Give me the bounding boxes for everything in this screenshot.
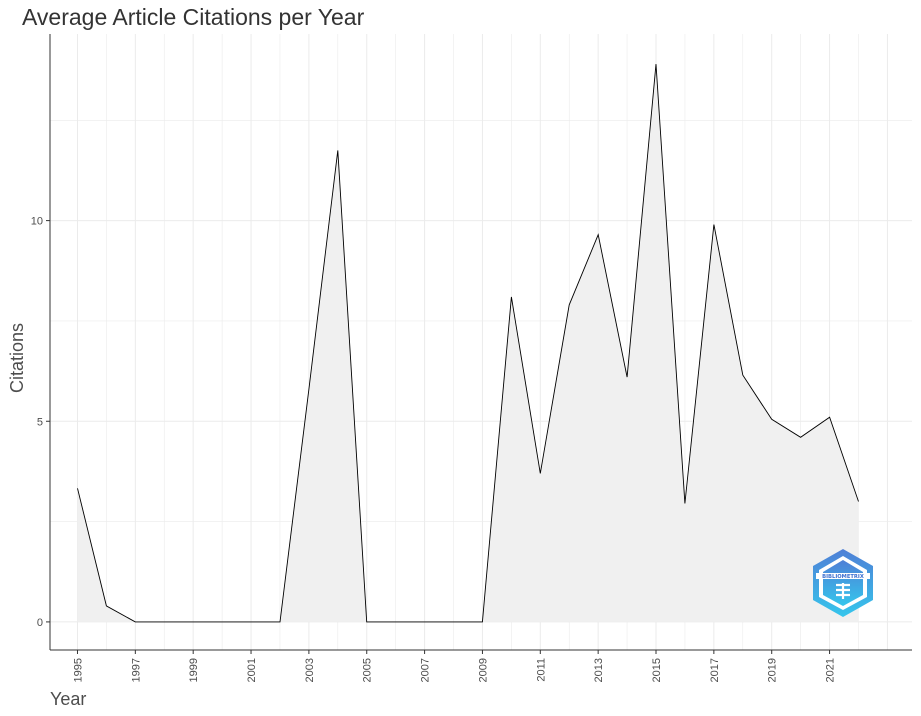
- x-tick-label: 1997: [130, 658, 142, 682]
- y-tick-label: 0: [37, 617, 43, 629]
- x-tick-label: 2015: [651, 658, 663, 682]
- x-axis-ticks: 1995 1997 1999 2001 2003 2005 2007 2009 2011 2013…: [73, 650, 837, 682]
- x-tick-label: 2017: [709, 658, 721, 682]
- area-fill: [77, 64, 859, 622]
- bibliometrix-logo-icon: BIBLIOMETRIX: [813, 549, 873, 617]
- x-tick-label: 2001: [246, 658, 258, 682]
- y-axis-title: Citations: [7, 323, 27, 393]
- y-tick-label: 5: [37, 416, 43, 428]
- x-axis-title: Year: [50, 689, 86, 709]
- x-tick-label: 2019: [767, 658, 779, 682]
- series-line: [77, 64, 859, 623]
- chart-title: Average Article Citations per Year: [22, 4, 365, 30]
- x-tick-label: 2021: [825, 658, 837, 682]
- y-tick-label: 10: [31, 216, 43, 228]
- x-tick-label: 2009: [477, 658, 489, 682]
- watermark-text: BIBLIOMETRIX: [822, 574, 864, 580]
- x-tick-label: 1995: [73, 658, 85, 682]
- x-tick-label: 2003: [304, 658, 316, 682]
- y-axis-ticks: 0 5 10: [31, 216, 50, 629]
- x-tick-label: 1999: [188, 658, 200, 682]
- x-tick-label: 2011: [535, 658, 547, 682]
- x-tick-label: 2007: [420, 658, 432, 682]
- x-tick-label: 2005: [362, 658, 374, 682]
- x-tick-label: 2013: [593, 658, 605, 682]
